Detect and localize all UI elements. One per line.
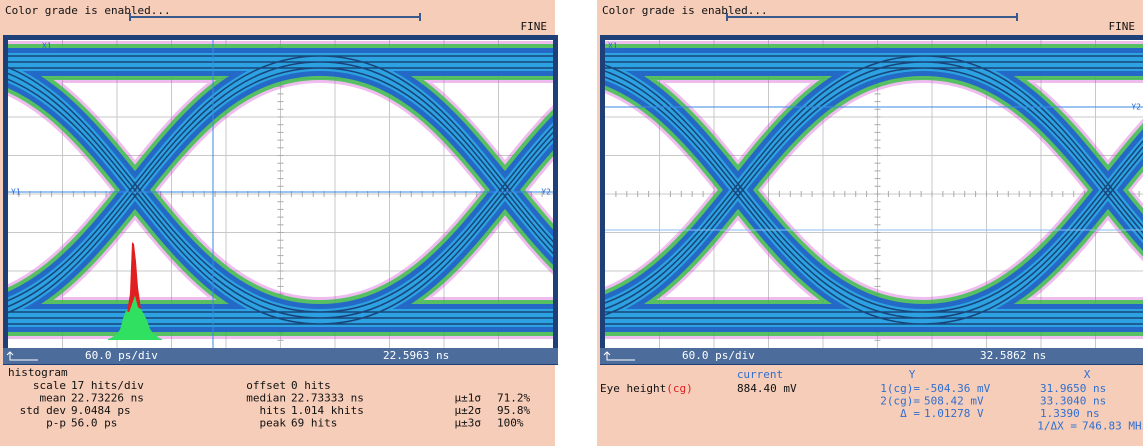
measure-name: Eye height(cg): [600, 382, 693, 395]
measure-value: 884.40 mV: [737, 382, 797, 395]
cursor-label: 2(cg)=: [880, 395, 920, 408]
readout-label: peak: [260, 417, 287, 430]
readout-value: 22.73226 ns: [71, 392, 144, 405]
cursor-marker: Y1: [11, 188, 21, 197]
cursor-y: 1.01278 V: [924, 407, 984, 420]
histogram-base: [108, 295, 162, 340]
screen: [8, 40, 553, 348]
eye-trace: [8, 55, 553, 325]
eye-trace: [605, 55, 1143, 325]
readout-label: hits: [260, 404, 287, 417]
ref-icon: [603, 351, 635, 361]
column-header: Y: [909, 368, 916, 381]
readout-value: 1.014 khits: [291, 404, 364, 417]
readout-value: 69 hits: [291, 417, 337, 430]
readout-value: 56.0 ps: [71, 417, 117, 430]
readout-label: offset: [246, 379, 286, 392]
readout-title: histogram: [8, 366, 68, 379]
column-header: current: [737, 368, 783, 381]
readout-value: 9.0484 ps: [71, 404, 131, 417]
status-bar: [600, 348, 1143, 364]
cursor-marker: Y2: [1131, 103, 1141, 112]
status-text: Color grade is enabled...: [602, 4, 768, 17]
readout-label: std dev: [20, 404, 67, 417]
status-text: Color grade is enabled...: [5, 4, 171, 17]
readout-label: p-p: [46, 417, 66, 430]
readout-label: mean: [40, 392, 67, 405]
timebase: 60.0 ps/div: [85, 349, 158, 362]
cursor-marker: X1: [608, 42, 618, 51]
mode-label: FINE: [1109, 20, 1136, 33]
measure-tag: (cg): [666, 382, 693, 395]
inverse-label: 1/ΔX =: [1037, 420, 1077, 433]
cursor-y: -504.36 mV: [924, 382, 991, 395]
readout-value: 22.73333 ns: [291, 392, 364, 405]
mode-label: FINE: [521, 20, 548, 33]
histogram-bar: [118, 242, 150, 340]
position: 32.5862 ns: [980, 349, 1046, 362]
readout-label: scale: [33, 379, 66, 392]
cursor-label: Δ =: [900, 407, 920, 420]
column-header: X: [1084, 368, 1091, 381]
readout-value: 100%: [497, 417, 524, 430]
readout-label: μ±1σ: [455, 392, 482, 405]
measure-name: Eye height: [600, 382, 666, 395]
readout-value: 17 hits/div: [71, 379, 144, 392]
readout-label: μ±3σ: [455, 417, 482, 430]
cursor-x: 1.3390 ns: [1040, 407, 1100, 420]
screen: [605, 40, 1143, 348]
readout-label: median: [246, 392, 286, 405]
status-bar: [3, 348, 558, 364]
cursor-label: 1(cg)=: [880, 382, 920, 395]
cursor-x: 31.9650 ns: [1040, 382, 1106, 395]
cursor-marker: Y2: [541, 188, 551, 197]
readout-value: 0 hits: [291, 379, 331, 392]
position: 22.5963 ns: [383, 349, 449, 362]
cursor-marker: X1: [42, 42, 52, 51]
inverse-value: 746.83 MHz: [1082, 420, 1143, 433]
readout-label: μ±2σ: [455, 404, 482, 417]
ref-icon: [6, 351, 38, 361]
timebase: 60.0 ps/div: [682, 349, 755, 362]
readout-value: 71.2%: [497, 392, 530, 405]
cursor-x: 33.3040 ns: [1040, 395, 1106, 408]
cursor-y: 508.42 mV: [924, 395, 984, 408]
readout-value: 95.8%: [497, 404, 530, 417]
